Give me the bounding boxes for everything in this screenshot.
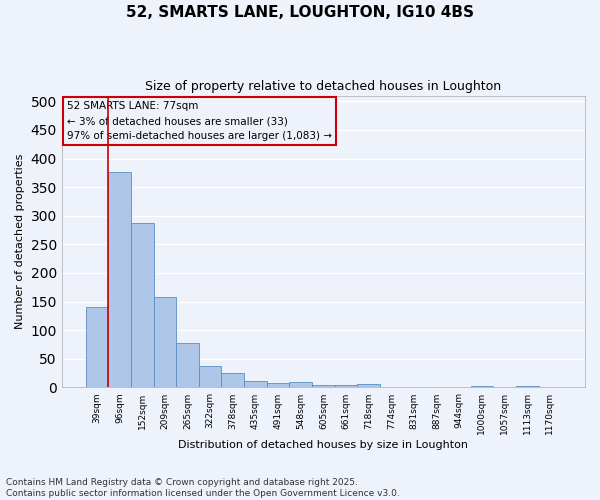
Text: Contains HM Land Registry data © Crown copyright and database right 2025.
Contai: Contains HM Land Registry data © Crown c… bbox=[6, 478, 400, 498]
Bar bbox=[86, 308, 108, 388]
Text: 52, SMARTS LANE, LOUGHTON, IG10 4BS: 52, SMARTS LANE, LOUGHTON, IG10 4BS bbox=[126, 5, 474, 20]
Bar bbox=[312, 384, 335, 388]
X-axis label: Distribution of detached houses by size in Loughton: Distribution of detached houses by size … bbox=[178, 440, 469, 450]
Bar bbox=[221, 372, 244, 388]
Bar bbox=[516, 386, 539, 388]
Bar bbox=[335, 384, 358, 388]
Text: 52 SMARTS LANE: 77sqm
← 3% of detached houses are smaller (33)
97% of semi-detac: 52 SMARTS LANE: 77sqm ← 3% of detached h… bbox=[67, 102, 332, 141]
Bar bbox=[244, 381, 267, 388]
Bar bbox=[267, 384, 289, 388]
Bar bbox=[289, 382, 312, 388]
Bar bbox=[108, 172, 131, 388]
Bar bbox=[358, 384, 380, 388]
Bar bbox=[199, 366, 221, 388]
Bar bbox=[154, 297, 176, 388]
Bar bbox=[470, 386, 493, 388]
Title: Size of property relative to detached houses in Loughton: Size of property relative to detached ho… bbox=[145, 80, 502, 93]
Bar bbox=[131, 222, 154, 388]
Bar bbox=[176, 344, 199, 388]
Y-axis label: Number of detached properties: Number of detached properties bbox=[15, 154, 25, 329]
